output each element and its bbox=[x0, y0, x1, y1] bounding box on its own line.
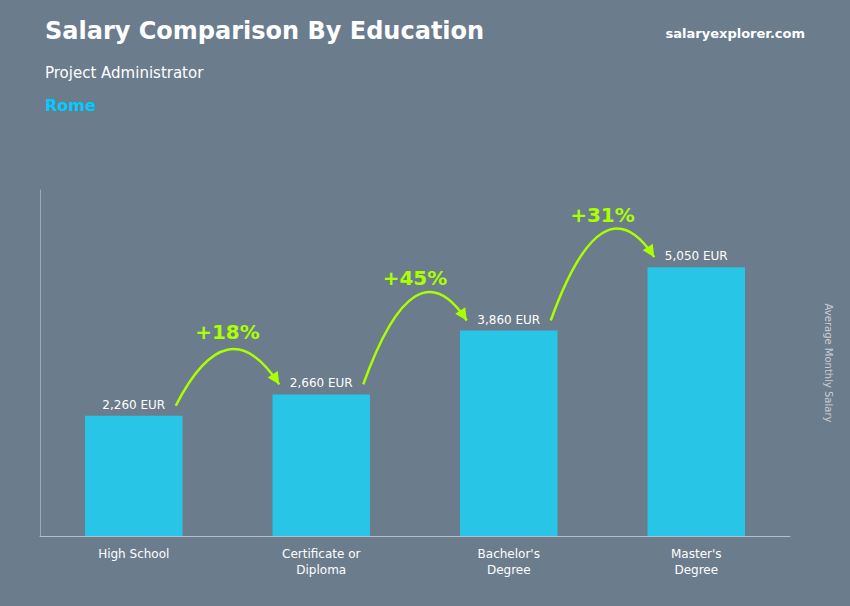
svg-text:+31%: +31% bbox=[570, 203, 635, 227]
svg-text:+18%: +18% bbox=[195, 320, 260, 344]
svg-text:High School: High School bbox=[98, 547, 169, 561]
svg-text:Diploma: Diploma bbox=[296, 563, 346, 577]
svg-text:Project Administrator: Project Administrator bbox=[45, 64, 204, 82]
svg-text:Master's: Master's bbox=[671, 547, 722, 561]
svg-text:3,860 EUR: 3,860 EUR bbox=[477, 313, 540, 327]
svg-text:2,260 EUR: 2,260 EUR bbox=[102, 398, 165, 412]
svg-text:Salary Comparison By Education: Salary Comparison By Education bbox=[45, 17, 484, 45]
svg-text:Degree: Degree bbox=[674, 563, 718, 577]
svg-text:Degree: Degree bbox=[487, 563, 531, 577]
svg-text:salaryexplorer.com: salaryexplorer.com bbox=[666, 26, 805, 41]
svg-text:Average Monthly Salary: Average Monthly Salary bbox=[823, 304, 834, 423]
svg-text:5,050 EUR: 5,050 EUR bbox=[665, 249, 728, 263]
svg-text:Rome: Rome bbox=[45, 96, 96, 115]
svg-text:+45%: +45% bbox=[383, 266, 448, 290]
svg-text:2,660 EUR: 2,660 EUR bbox=[290, 376, 353, 390]
svg-text:Certificate or: Certificate or bbox=[282, 547, 360, 561]
svg-text:Bachelor's: Bachelor's bbox=[478, 547, 540, 561]
